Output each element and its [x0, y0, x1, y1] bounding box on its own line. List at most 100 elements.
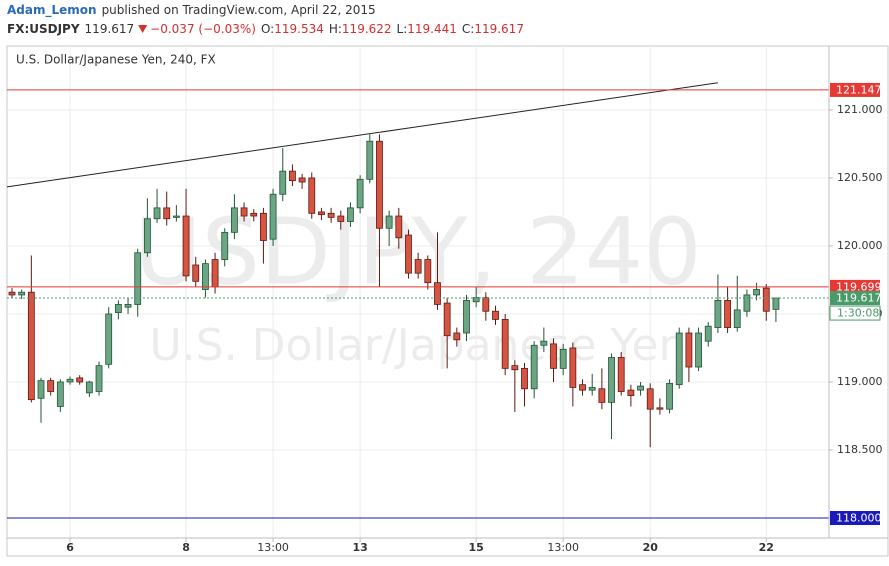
- candle-body: [376, 140, 383, 229]
- candle-body: [366, 140, 374, 180]
- candle-body: [250, 212, 258, 217]
- candle-body: [482, 297, 490, 312]
- candle-body: [656, 407, 664, 410]
- candle-body: [598, 388, 606, 403]
- candle-body: [269, 193, 277, 240]
- x-tick-label: 8: [182, 541, 190, 554]
- candle-body: [463, 299, 470, 334]
- candle-body: [298, 177, 306, 183]
- candle-body: [743, 294, 751, 312]
- price-label-box: [830, 511, 880, 526]
- candle-body: [192, 264, 200, 282]
- candle-body: [714, 299, 722, 328]
- candle-body: [579, 384, 586, 391]
- ohlc-value: 119.617: [474, 22, 524, 36]
- price-label-box: [830, 291, 880, 306]
- candle-body: [66, 378, 74, 383]
- candle-body: [95, 365, 103, 392]
- publish-line: Adam_Lemon published on TradingView.com, …: [7, 3, 376, 18]
- chart-frame: [6, 45, 889, 557]
- candle-body: [163, 207, 171, 220]
- x-tick-label: 20: [643, 541, 659, 554]
- ohlc-value: 119.441: [407, 22, 457, 36]
- candle-body: [608, 357, 615, 403]
- candle-body: [569, 347, 577, 388]
- price-label: 121.147: [836, 83, 882, 96]
- candle-body: [695, 332, 702, 368]
- candle-body: [240, 207, 248, 217]
- ohlc-label: L:: [397, 22, 408, 36]
- candle-body: [327, 212, 335, 218]
- candle-body: [211, 259, 219, 288]
- candle-body: [172, 215, 180, 218]
- x-tick-label: 13:00: [547, 541, 579, 554]
- down-arrow: [138, 25, 148, 33]
- candle-body: [201, 263, 209, 290]
- candle-body: [289, 170, 296, 182]
- candle-body: [559, 348, 567, 369]
- candle-body: [76, 377, 84, 383]
- candle-body: [501, 319, 509, 369]
- candle-body: [724, 299, 731, 328]
- watermark-name: U.S. Dollar/Japanese Yen: [150, 320, 687, 371]
- ohlc-value: 119.622: [342, 22, 392, 36]
- candle-body: [37, 380, 45, 399]
- candle-body: [114, 304, 122, 314]
- candle-body: [221, 231, 229, 260]
- candle-body: [434, 282, 441, 305]
- candle-body: [85, 381, 93, 394]
- candle-body: [511, 365, 519, 371]
- y-tick-label: 118.500: [837, 443, 883, 456]
- candle-body: [617, 357, 625, 392]
- watermark-symbol: USDJPY, 240: [134, 198, 701, 305]
- candle-body: [646, 388, 654, 410]
- chart-title: U.S. Dollar/Japanese Yen, 240, FX: [16, 53, 216, 67]
- last-price: 119.617: [85, 22, 135, 36]
- candle-body: [385, 215, 393, 229]
- countdown-box: [829, 305, 881, 321]
- candle-body: [182, 215, 190, 277]
- candle-body: [443, 302, 451, 337]
- candle-body: [762, 287, 770, 312]
- candle-body: [685, 332, 693, 368]
- price-label-box: [830, 279, 880, 294]
- x-tick-label: 6: [66, 541, 74, 554]
- candle-body: [260, 212, 267, 241]
- price-label: 119.699: [836, 280, 882, 293]
- candle-body: [550, 343, 557, 369]
- symbol: FX:USDJPY: [7, 22, 80, 36]
- candle-body: [492, 310, 499, 320]
- candle-body: [753, 289, 760, 296]
- y-tick-label: 120.000: [837, 239, 883, 252]
- candle-body: [56, 381, 64, 407]
- author[interactable]: Adam_Lemon: [7, 3, 97, 18]
- y-tick-label: 120.500: [837, 171, 883, 184]
- candle-body: [666, 382, 673, 410]
- plot: 118.500119.000119.500120.000120.500121.0…: [6, 46, 883, 554]
- x-tick-label: 15: [469, 541, 484, 554]
- y-tick-label: 121.000: [837, 103, 883, 116]
- candle-body: [453, 332, 461, 341]
- candle-body: [540, 340, 548, 346]
- x-tick-label: 13:00: [257, 541, 289, 554]
- ohlc-value: 119.534: [274, 22, 324, 36]
- price-label: 119.617: [836, 292, 882, 305]
- candle-body: [143, 218, 151, 254]
- candle-body: [395, 215, 403, 239]
- ohlc-label: H:: [329, 22, 342, 36]
- change: −0.037 (−0.03%): [150, 22, 256, 36]
- candle-body: [675, 332, 683, 386]
- candle-body: [637, 385, 644, 391]
- candle-body: [153, 207, 161, 220]
- candle-body: [124, 304, 132, 308]
- candle-body: [18, 291, 26, 296]
- price-label-box: [830, 82, 880, 97]
- candle-body: [733, 309, 741, 328]
- x-tick-label: 13: [352, 541, 367, 554]
- candle-body: [337, 215, 345, 222]
- trend-line: [6, 82, 718, 188]
- candle-body: [27, 291, 35, 401]
- candle-body: [8, 291, 16, 296]
